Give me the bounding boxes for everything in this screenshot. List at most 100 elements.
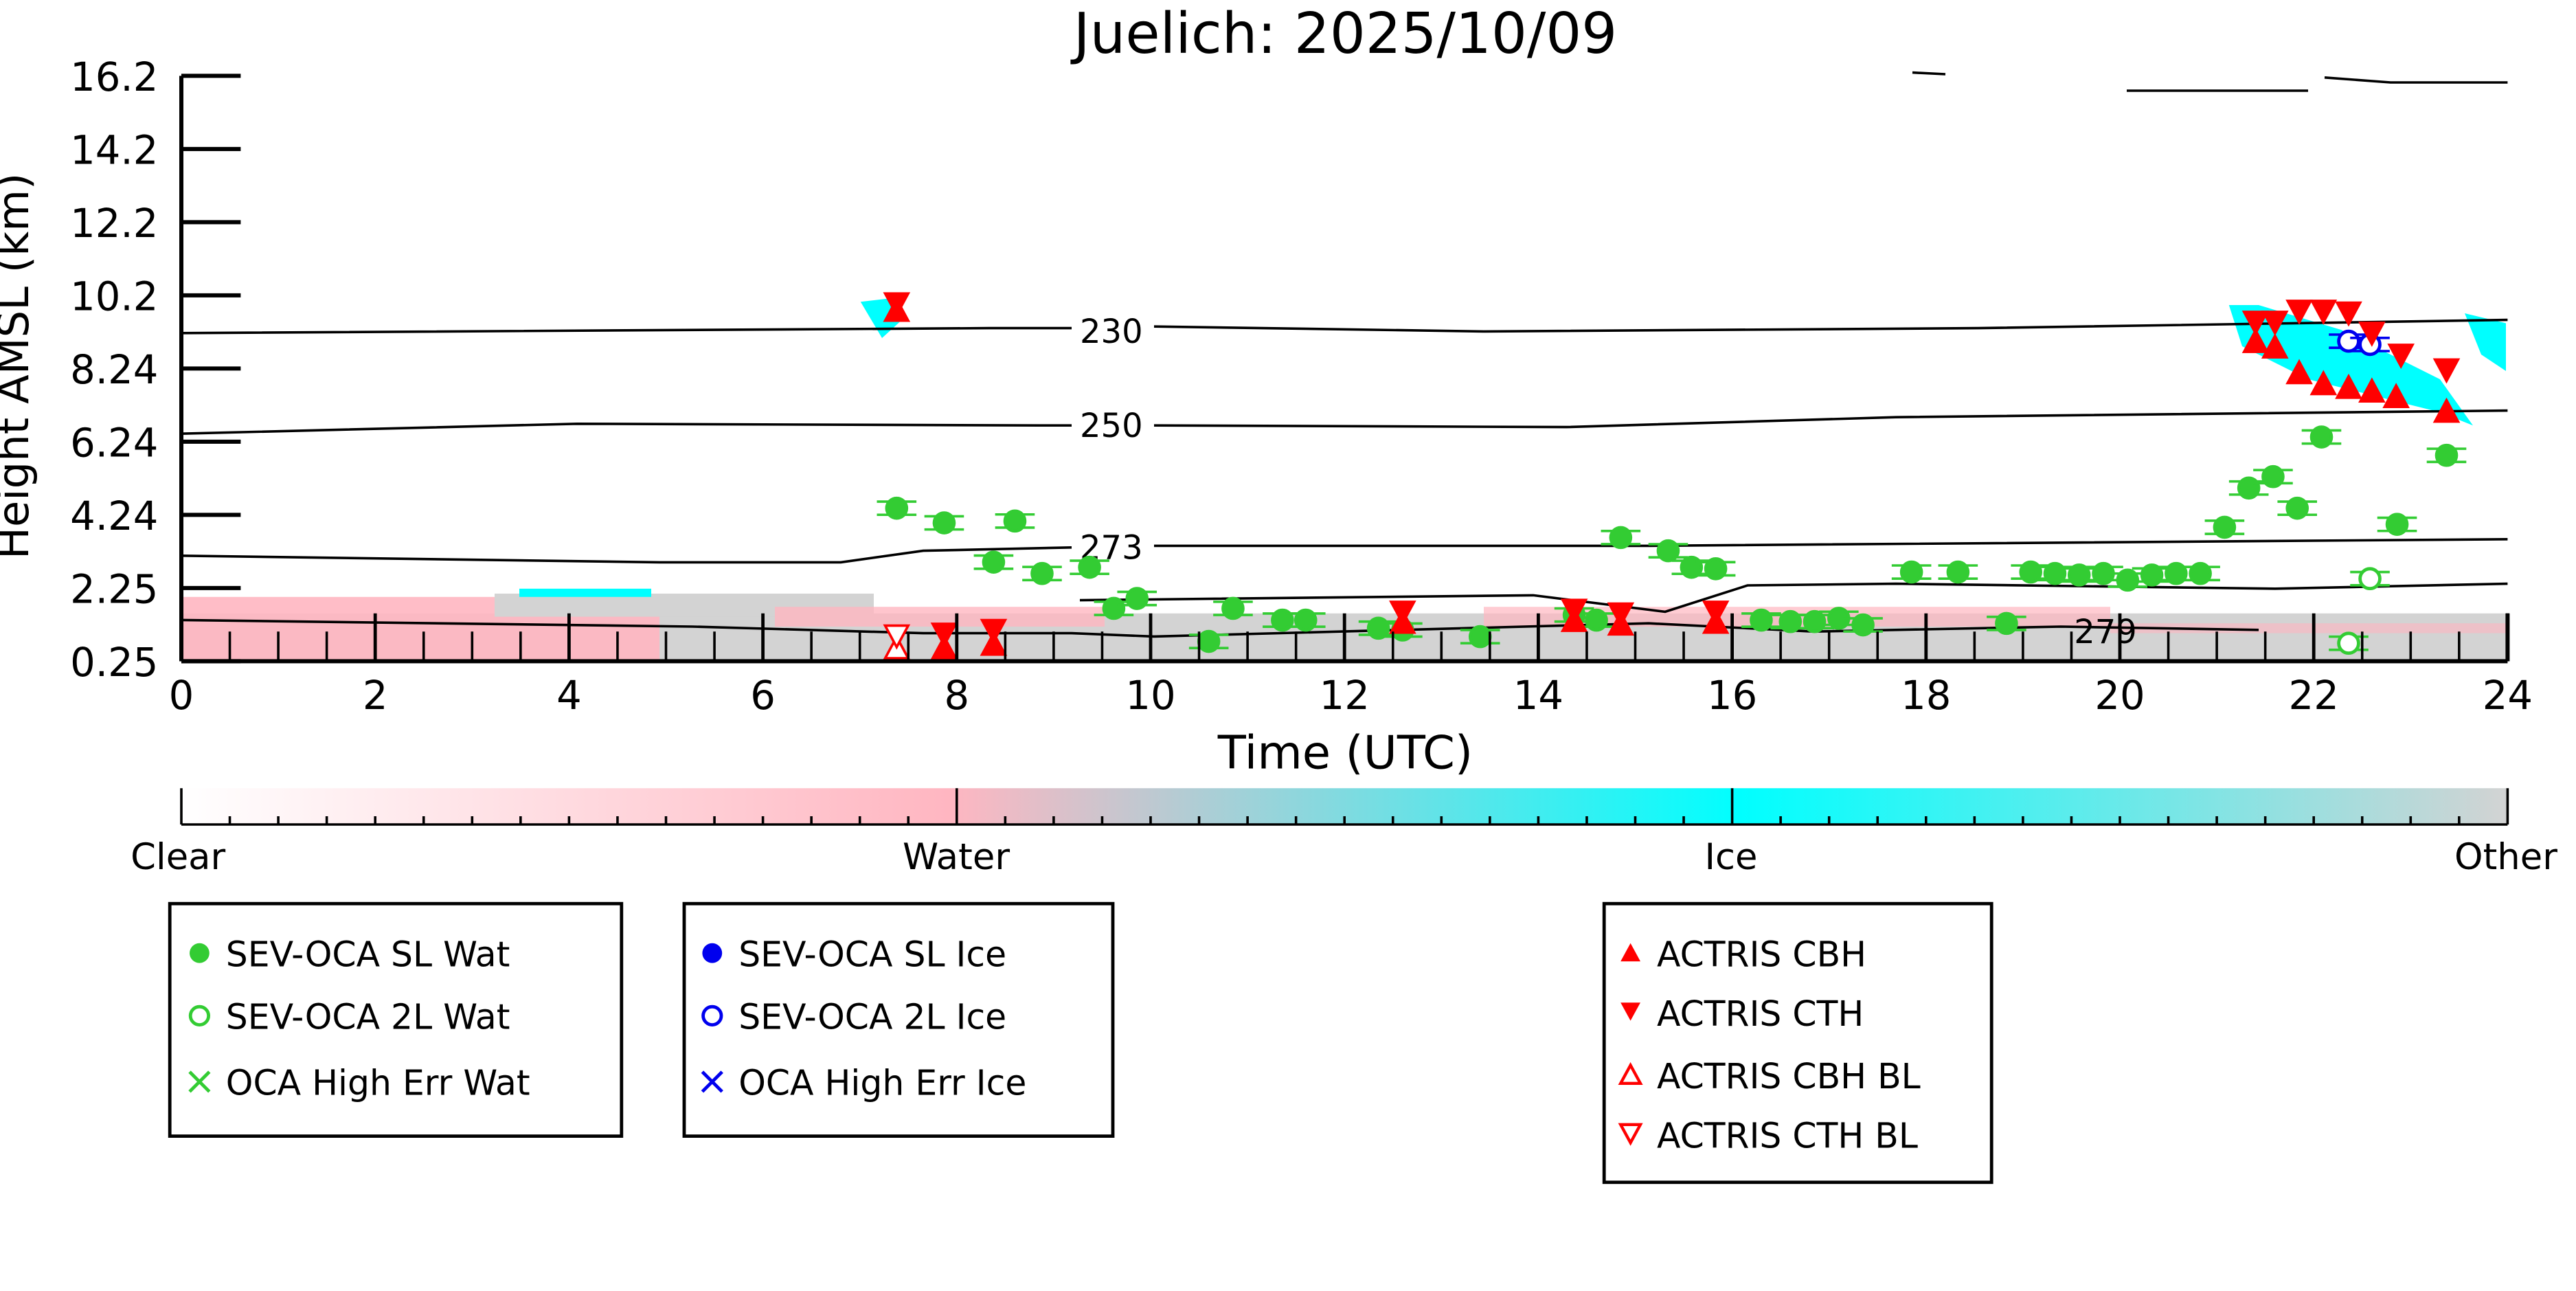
marker-sev-oca-sl-wat — [1656, 539, 1680, 563]
legend-water: SEV-OCA SL Wat SEV-OCA 2L Wat OCA High E… — [168, 901, 624, 1138]
x-tick-label: 14 — [1513, 673, 1563, 719]
x-tick-label: 4 — [556, 673, 582, 719]
marker-actris-cbh — [2358, 377, 2386, 403]
svg-text:ACTRIS CBH BL: ACTRIS CBH BL — [1657, 1056, 1921, 1097]
svg-text:SEV-OCA SL Wat: SEV-OCA SL Wat — [226, 934, 510, 974]
marker-sev-oca-sl-wat — [2165, 561, 2188, 585]
marker-actris-cth — [883, 292, 911, 318]
marker-sev-oca-sl-wat — [2434, 443, 2459, 467]
marker-sev-oca-2l-wat — [2337, 631, 2360, 655]
marker-sev-oca-sl-wat — [1078, 555, 1101, 579]
marker-actris-cth — [2335, 301, 2362, 327]
marker-sev-oca-sl-wat — [1271, 608, 1294, 632]
colorbar-labels: Clear Water Ice Other — [131, 836, 2557, 878]
marker-sev-oca-sl-wat — [1221, 596, 1245, 620]
x-tick-label: 22 — [2289, 673, 2339, 719]
y-tick-label: 2.25 — [70, 567, 158, 613]
marker-sev-oca-sl-wat — [1003, 509, 1027, 533]
y-tick-label: 6.24 — [70, 420, 158, 467]
marker-actris-cbh — [2241, 328, 2270, 353]
marker-sev-oca-sl-wat — [1102, 596, 1126, 620]
legend-ice: SEV-OCA SL Ice SEV-OCA 2L Ice OCA High E… — [682, 901, 1115, 1138]
contour-labels: 230 250 273 279 — [1080, 313, 2137, 651]
marker-actris-cth-bl — [883, 624, 911, 650]
svg-text:SEV-OCA SL Ice: SEV-OCA SL Ice — [738, 934, 1006, 974]
svg-text:Water: Water — [903, 836, 1010, 878]
marker-sev-oca-sl-wat — [1366, 616, 1390, 640]
svg-text:230: 230 — [1080, 313, 1143, 351]
marker-actris-cbh — [2309, 370, 2338, 396]
marker-actris-cbh — [2382, 383, 2410, 408]
marker-sev-oca-sl-wat — [1803, 609, 1827, 633]
svg-text:Clear: Clear — [131, 836, 225, 878]
y-axis-label: Height AMSL (km) — [0, 173, 38, 559]
svg-text:ACTRIS CBH: ACTRIS CBH — [1657, 934, 1866, 974]
marker-sev-oca-sl-wat — [1899, 560, 1923, 584]
marker-sev-oca-2l-ice — [2337, 329, 2360, 353]
marker-sev-oca-sl-wat — [2189, 561, 2212, 585]
marker-sev-oca-sl-wat — [1585, 608, 1608, 632]
marker-actris-cth — [2241, 311, 2270, 336]
x-tick-label: 10 — [1125, 673, 1175, 719]
marker-actris-cth — [2432, 358, 2461, 384]
x-tick-label: 12 — [1320, 673, 1370, 719]
marker-sev-oca-2l-wat — [2358, 567, 2382, 591]
legend-actris: ACTRIS CBH ACTRIS CTH ACTRIS CBH BL ACTR… — [1602, 901, 1993, 1185]
marker-sev-oca-sl-wat — [1778, 609, 1803, 633]
y-tick-label: 0.25 — [70, 640, 158, 686]
data-markers — [877, 292, 2467, 660]
svg-text:SEV-OCA 2L Wat: SEV-OCA 2L Wat — [226, 997, 510, 1037]
marker-actris-cth — [1702, 600, 1730, 626]
chart-title: Juelich: 2025/10/09 — [1070, 1, 1618, 67]
x-tick-labels: 0 2 4 6 8 10 12 14 16 18 20 22 24 — [169, 673, 2533, 719]
x-tick-label: 8 — [944, 673, 969, 719]
svg-text:Ice: Ice — [1704, 836, 1757, 878]
marker-sev-oca-sl-wat — [1197, 629, 1221, 653]
marker-sev-oca-sl-wat — [1468, 625, 1492, 649]
marker-sev-oca-sl-wat — [2213, 515, 2237, 539]
svg-text:279: 279 — [2074, 613, 2137, 651]
y-tick-label: 10.2 — [70, 274, 158, 320]
marker-sev-oca-sl-wat — [1704, 557, 1728, 581]
marker-actris-cth — [2309, 300, 2338, 325]
x-tick-label: 16 — [1707, 673, 1757, 719]
marker-actris-cth — [1607, 602, 1635, 628]
marker-sev-oca-sl-wat — [2261, 464, 2285, 489]
marker-actris-cth — [1389, 600, 1416, 626]
marker-actris-cbh — [2335, 373, 2362, 399]
marker-actris-cth — [2358, 322, 2386, 347]
svg-text:OCA High Err Wat: OCA High Err Wat — [226, 1063, 530, 1103]
marker-sev-oca-sl-wat — [932, 511, 956, 535]
marker-sev-oca-sl-wat — [885, 496, 909, 520]
y-tick-label: 4.24 — [70, 493, 158, 539]
marker-actris-cth — [930, 622, 958, 648]
y-tick-label: 12.2 — [70, 201, 158, 247]
cloud-mask — [181, 297, 2508, 662]
marker-sev-oca-sl-wat — [1750, 608, 1773, 632]
marker-sev-oca-sl-wat — [1293, 608, 1318, 632]
marker-actris-cbh — [2432, 397, 2461, 423]
marker-sev-oca-sl-wat — [1851, 613, 1875, 637]
x-tick-label: 0 — [169, 673, 194, 719]
svg-text:ACTRIS CTH: ACTRIS CTH — [1657, 993, 1864, 1034]
marker-sev-oca-sl-wat — [2385, 513, 2409, 536]
temperature-contours — [181, 71, 2508, 638]
marker-sev-oca-sl-wat — [1609, 526, 1633, 550]
marker-actris-cth — [2285, 300, 2313, 325]
x-tick-label: 18 — [1901, 673, 1951, 719]
x-axis-label: Time (UTC) — [1217, 726, 1473, 779]
marker-sev-oca-sl-wat — [1995, 611, 2018, 636]
svg-text:Other: Other — [2454, 836, 2557, 878]
svg-text:OCA High Err Ice: OCA High Err Ice — [738, 1063, 1026, 1103]
marker-sev-oca-sl-wat — [1030, 561, 1054, 585]
marker-sev-oca-sl-wat — [1125, 587, 1149, 610]
y-tick-labels: 16.2 14.2 12.2 10.2 8.24 6.24 4.24 2.25 0.25 — [70, 54, 158, 686]
x-tick-label: 6 — [750, 673, 776, 719]
marker-sev-oca-sl-wat — [2309, 425, 2334, 449]
x-tick-label: 2 — [363, 673, 388, 719]
colorbar-ticks — [180, 788, 2509, 826]
marker-actris-cth — [2261, 311, 2289, 336]
marker-actris-cbh — [2285, 359, 2313, 385]
marker-sev-oca-sl-wat — [2237, 476, 2261, 500]
